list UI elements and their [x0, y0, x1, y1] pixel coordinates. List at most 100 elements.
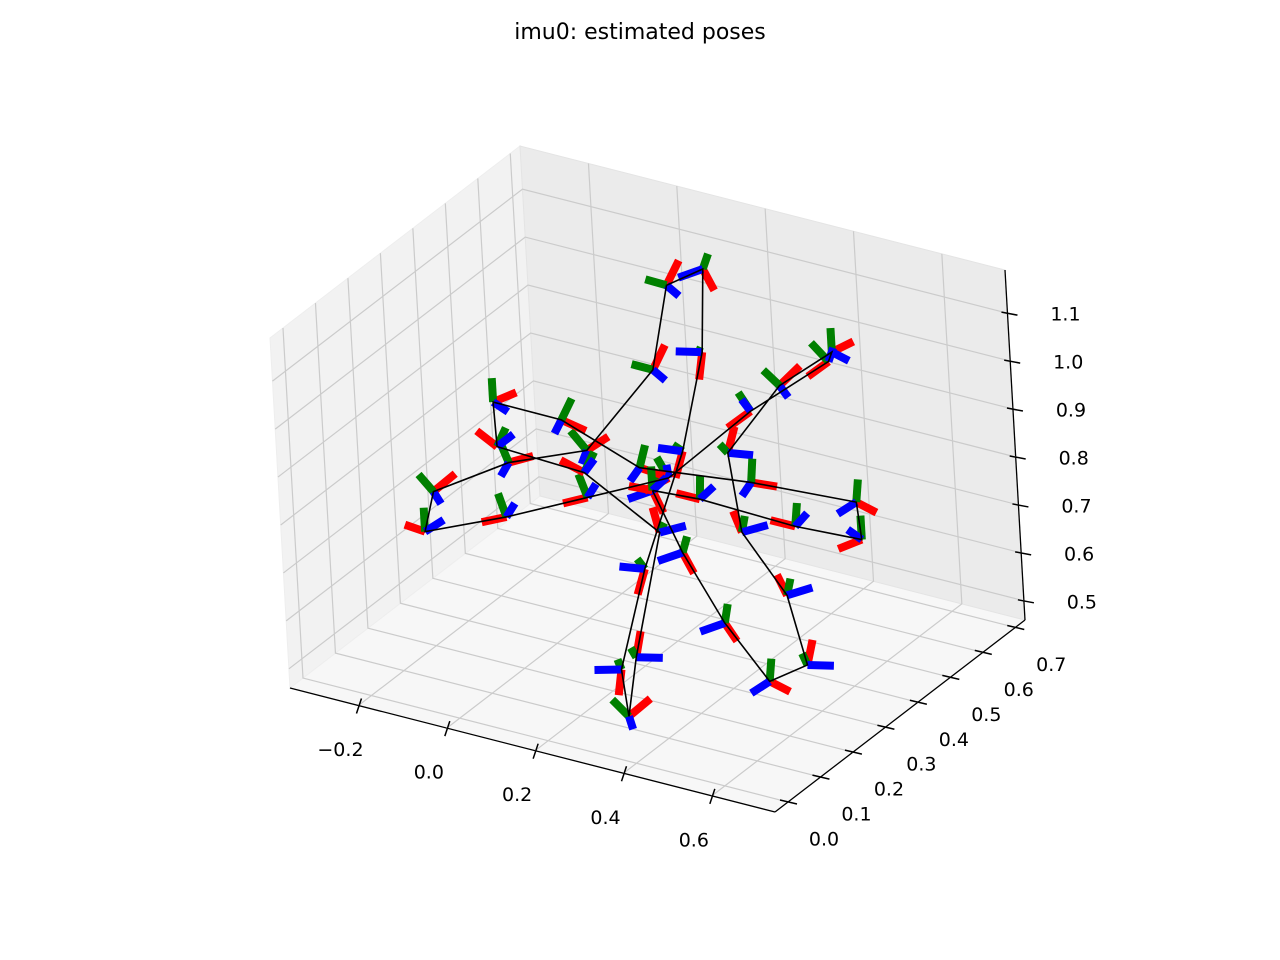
y-tick-label: 0.4	[939, 729, 969, 751]
pose-axis	[678, 535, 691, 554]
pose-axis	[792, 510, 811, 530]
pose-axis	[767, 677, 792, 696]
z-tick-label: 0.9	[1056, 400, 1086, 422]
pose-axis	[494, 431, 516, 450]
pose-axis	[627, 645, 640, 660]
pose-axis	[625, 715, 637, 731]
pose-axis	[636, 653, 663, 662]
pose-axis	[497, 460, 513, 479]
pose-axis	[630, 360, 654, 374]
tick-mark	[1015, 551, 1032, 556]
grid-line	[280, 332, 1016, 526]
pose-axis	[697, 483, 717, 503]
x-tick-label: 0.2	[502, 784, 532, 806]
grid-line	[623, 231, 875, 774]
pose-axis	[852, 479, 862, 503]
grid-line	[347, 278, 854, 753]
z-tick-label: 0.7	[1061, 495, 1091, 517]
tick-mark	[1006, 407, 1024, 412]
pose-axis	[422, 516, 446, 536]
pose-axis	[662, 258, 683, 288]
tick-mark	[532, 743, 539, 759]
pose-axis	[845, 526, 865, 543]
pose-axis	[675, 347, 703, 357]
pose-axis	[578, 448, 591, 466]
pose-axis	[474, 427, 500, 450]
pose-axis	[765, 658, 776, 682]
pose-axis	[580, 456, 598, 475]
x-tick-label: 0.6	[679, 829, 709, 851]
x-tick-label: 0.4	[590, 807, 620, 829]
tick-mark	[942, 674, 960, 681]
tick-mark	[709, 788, 716, 805]
pose-axis	[658, 521, 687, 537]
grid-line	[711, 253, 963, 797]
grid-line	[477, 178, 983, 653]
pose-axis	[747, 458, 757, 483]
pose-axis	[626, 465, 643, 484]
pose-axis	[635, 444, 649, 469]
tick-mark	[1007, 624, 1025, 631]
pose-axis	[749, 677, 772, 697]
pose-axis	[699, 619, 727, 636]
y-tick-label: 0.2	[874, 779, 904, 801]
tick-mark	[1004, 359, 1021, 364]
tick-mark	[1012, 503, 1029, 508]
pose-axis	[594, 665, 622, 675]
z-axis-line	[1004, 269, 1026, 621]
pose-axis	[776, 383, 792, 400]
pose-axis	[619, 562, 646, 573]
pose-axis	[557, 396, 576, 422]
pose-axis	[699, 267, 718, 293]
pose-axis	[415, 471, 437, 495]
y-tick-label: 0.3	[906, 754, 936, 776]
x-tick-label: −0.2	[317, 739, 363, 761]
pose-axis	[657, 444, 684, 456]
y-tick-label: 0.6	[1004, 679, 1034, 701]
pose-axis	[738, 480, 755, 499]
pose-axis	[738, 397, 754, 414]
grid-line	[444, 203, 951, 678]
grid-line	[283, 380, 1019, 574]
tick-mark	[1017, 599, 1035, 604]
y-tick-label: 0.7	[1036, 654, 1066, 676]
pose-axis	[584, 481, 600, 500]
pose-axis	[716, 441, 731, 456]
tick-mark	[909, 699, 928, 706]
pose-axis	[656, 548, 684, 565]
grid-line	[379, 253, 886, 728]
pose-axis	[776, 363, 803, 389]
pose-axis	[430, 489, 445, 506]
z-tick-label: 0.5	[1067, 591, 1097, 613]
y-tick-label: 0.5	[971, 704, 1001, 726]
x-axis-line	[289, 687, 776, 813]
z-tick-label: 1.0	[1053, 352, 1083, 374]
z-tick-label: 0.6	[1064, 543, 1094, 565]
pose-axis	[430, 470, 458, 495]
grid-line	[274, 236, 1011, 430]
pose-axis	[584, 433, 611, 454]
pose-axis	[609, 696, 632, 720]
pose-axis	[614, 669, 626, 696]
chart-title: imu0: estimated poses	[514, 20, 766, 45]
tick-mark	[355, 698, 363, 714]
grid-line	[412, 228, 919, 703]
tick-mark	[877, 724, 895, 730]
grid-line	[509, 153, 1016, 629]
grid-line	[272, 188, 1008, 382]
pose-axis	[649, 343, 669, 372]
grid-line	[282, 327, 789, 803]
tick-mark	[444, 720, 451, 737]
pose-axis	[487, 377, 498, 403]
tick-mark	[812, 774, 830, 780]
y-tick-label: 0.0	[809, 829, 839, 851]
grid-line	[446, 186, 698, 729]
pose-axis	[698, 252, 712, 271]
tick-mark	[1001, 311, 1018, 316]
grid-line	[285, 428, 1022, 622]
pose-axis	[807, 660, 835, 670]
grid-line	[277, 284, 1014, 478]
pose-axis	[740, 521, 769, 537]
